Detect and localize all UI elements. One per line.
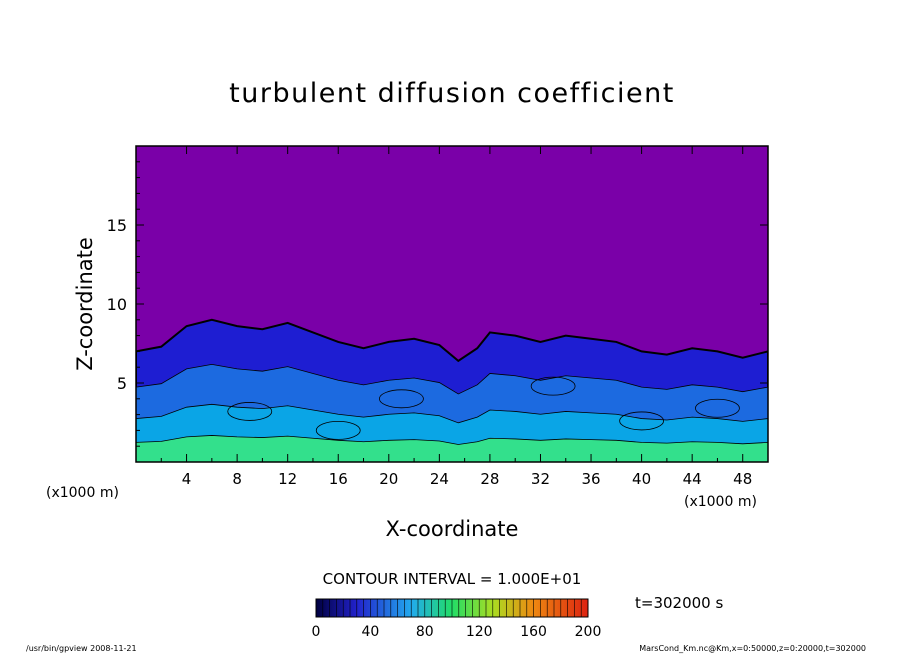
colorbar-tick-label: 200 — [575, 624, 602, 640]
colorbar-tick-label: 0 — [312, 624, 321, 640]
chart-title: turbulent diffusion coefficient — [229, 78, 675, 109]
eddy-contour — [227, 402, 273, 421]
colorbar-levels — [322, 599, 582, 617]
y-tick-label: 5 — [117, 374, 127, 393]
x-tick-label: 24 — [430, 470, 449, 488]
time-label: t=302000 s — [635, 594, 723, 612]
contour-interval: CONTOUR INTERVAL = 1.000E+01 — [323, 570, 582, 588]
x-tick-label: 16 — [329, 470, 348, 488]
x-tick-label: 8 — [232, 470, 242, 488]
x-tick-label: 40 — [632, 470, 651, 488]
footer-right: MarsCond_Km.nc@Km,x=0:50000,z=0:20000,t=… — [639, 644, 866, 653]
colorbar-tick-label: 160 — [520, 624, 547, 640]
eddy-contour — [379, 389, 424, 409]
colorbar-tick-label: 120 — [466, 624, 493, 640]
x-unit-left: (x1000 m) — [46, 485, 119, 501]
colorbar-frame — [315, 598, 589, 618]
x-tick-label: 48 — [733, 470, 752, 488]
x-tick-label: 44 — [683, 470, 702, 488]
x-axis-label: X-coordinate — [386, 517, 519, 541]
colorbar-ticks: 0 40 80 120 160 200 — [312, 624, 602, 640]
y-axis-label: Z-coordinate — [73, 237, 97, 371]
x-tick-label: 28 — [480, 470, 499, 488]
y-axis: 5 10 15 — [107, 161, 768, 447]
footer-left: /usr/bin/gpview 2008-11-21 — [26, 644, 137, 653]
x-tick-label: 4 — [182, 470, 192, 488]
x-tick-label: 12 — [278, 470, 297, 488]
eddy-contour — [695, 398, 740, 418]
eddy-contour — [530, 376, 576, 396]
x-tick-label: 20 — [379, 470, 398, 488]
colorbar-tick-label: 40 — [361, 624, 379, 640]
x-axis: 4 8 12 16 20 24 28 32 36 40 44 48 — [160, 146, 752, 488]
eddy-contour — [315, 420, 361, 440]
y-tick-label: 15 — [107, 216, 127, 235]
colorbar: 0 40 80 120 160 200 — [312, 598, 602, 640]
layer-band-4 — [136, 435, 768, 462]
colorbar-tick-label: 80 — [416, 624, 434, 640]
x-tick-label: 36 — [581, 470, 600, 488]
x-unit-right: (x1000 m) — [684, 494, 757, 510]
eddy-contour — [619, 411, 664, 431]
turbulent-layer — [136, 318, 768, 462]
x-tick-label: 32 — [531, 470, 550, 488]
y-tick-label: 10 — [107, 295, 127, 314]
